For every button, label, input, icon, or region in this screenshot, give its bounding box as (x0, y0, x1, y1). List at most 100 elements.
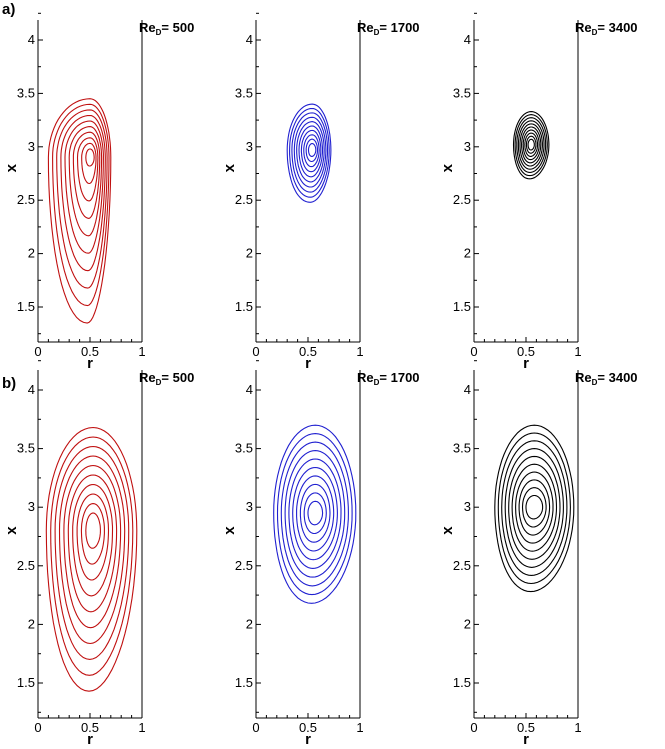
y-tick-label: 1.5 (235, 675, 253, 690)
panel-label-a: a) (2, 1, 15, 18)
y-tick-label: 3 (28, 139, 35, 154)
title-value: = 1700 (379, 20, 419, 35)
contour-line (284, 450, 346, 578)
contour-line (280, 441, 349, 587)
contour-line (72, 483, 114, 597)
contour-line (80, 503, 105, 565)
y-tick-label: 2.5 (235, 192, 253, 207)
contour-line (85, 148, 95, 167)
title-main: Re (357, 370, 374, 385)
y-tick-label: 2.5 (17, 192, 35, 207)
title-subscript: D (374, 28, 380, 37)
y-tick-label: 3 (464, 499, 471, 514)
contour-line (60, 114, 106, 272)
contour-line (56, 109, 108, 289)
contour-line (307, 143, 317, 157)
y-tick-label: 3.5 (453, 441, 471, 456)
x-axis-label: r (305, 355, 311, 372)
x-tick-label: 1 (356, 344, 363, 359)
x-axis-label: r (523, 355, 529, 372)
y-tick-label: 2 (28, 246, 35, 261)
title-value: = 3400 (597, 20, 637, 35)
x-tick-label: 0.5 (299, 344, 317, 359)
contour-plots: 1.5 2 2.5 3 3.5 4 0 0.5 1 r x ReD= 500 1.5 2 2.5 3 3.5 4 0… (3, 12, 638, 748)
x-axis-label: r (87, 355, 93, 372)
contour-plot-1: 1.5 2 2.5 3 3.5 4 0 0.5 1 r x ReD= 500 (3, 12, 194, 372)
y-tick-label: 2 (464, 246, 471, 261)
y-tick-label: 4 (464, 382, 471, 397)
x-tick-label: 0 (470, 720, 477, 735)
x-tick-label: 1 (574, 344, 581, 359)
title-main: Re (575, 20, 592, 35)
y-tick-label: 3 (464, 139, 471, 154)
title-main: Re (575, 370, 592, 385)
plot-title: ReD= 500 (139, 20, 194, 37)
title-main: Re (357, 20, 374, 35)
y-tick-label: 4 (246, 382, 253, 397)
y-tick-label: 2 (246, 616, 253, 631)
contour-line (525, 494, 544, 520)
x-tick-label: 0 (470, 344, 477, 359)
contour-line (68, 126, 103, 237)
contour-line (292, 466, 338, 561)
y-axis-label: x (221, 163, 238, 172)
contour-line (527, 138, 535, 151)
y-tick-label: 3.5 (235, 441, 253, 456)
contour-line (296, 475, 335, 552)
y-axis-label: x (439, 163, 456, 172)
x-tick-label: 1 (138, 344, 145, 359)
y-axis-label: x (3, 163, 20, 172)
x-tick-label: 0.5 (517, 720, 535, 735)
y-tick-label: 3 (246, 139, 253, 154)
plot-title: ReD= 500 (139, 370, 194, 387)
y-tick-label: 1.5 (17, 299, 35, 314)
contour-line (525, 135, 537, 154)
title-subscript: D (592, 378, 598, 387)
contour-line (67, 474, 118, 613)
contour-line (76, 137, 99, 202)
contour-line (497, 432, 571, 585)
y-tick-label: 4 (28, 382, 35, 397)
x-tick-label: 0.5 (517, 344, 535, 359)
plot-title: ReD= 1700 (357, 20, 420, 37)
x-tick-label: 0.5 (81, 720, 99, 735)
contour-line (501, 440, 568, 576)
contour-plot-2: 1.5 2 2.5 3 3.5 4 0 0.5 1 r x ReD= 1700 (221, 12, 420, 372)
contour-line (64, 120, 104, 254)
y-tick-label: 2 (464, 616, 471, 631)
y-tick-label: 3 (28, 499, 35, 514)
contour-line (58, 455, 126, 645)
contour-line (305, 138, 319, 163)
contour-line (296, 121, 325, 183)
contour-line (81, 142, 97, 185)
y-tick-label: 3 (246, 499, 253, 514)
x-axis-label: r (87, 731, 93, 748)
contour-line (303, 492, 327, 535)
contour-line (298, 125, 324, 178)
contour-line (293, 116, 327, 188)
contour-line (307, 500, 324, 526)
contour-plot-5: 1.5 2 2.5 3 3.5 4 0 0.5 1 r x ReD= 1700 (221, 360, 420, 748)
y-tick-label: 1.5 (453, 675, 471, 690)
y-tick-label: 2 (28, 616, 35, 631)
panel-label-b: b) (2, 375, 16, 392)
y-tick-label: 2.5 (235, 558, 253, 573)
contour-line (289, 107, 330, 198)
contour-line (299, 483, 331, 543)
y-tick-label: 2.5 (453, 558, 471, 573)
contour-line (511, 463, 558, 552)
y-axis-label: x (3, 526, 20, 535)
y-tick-label: 4 (28, 32, 35, 47)
x-tick-label: 0.5 (299, 720, 317, 735)
contour-line (50, 436, 134, 676)
contour-line (521, 487, 547, 528)
contour-line (303, 134, 320, 168)
x-tick-label: 1 (356, 720, 363, 735)
title-subscript: D (156, 28, 162, 37)
title-value: = 3400 (597, 370, 637, 385)
x-axis-label: r (305, 731, 311, 748)
x-tick-label: 0 (34, 344, 41, 359)
contour-line (286, 103, 332, 203)
y-axis-label: x (221, 526, 238, 535)
